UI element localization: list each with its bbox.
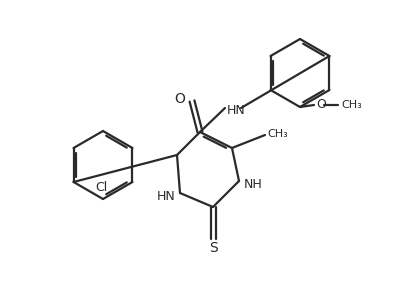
Text: CH₃: CH₃: [267, 129, 288, 139]
Text: O: O: [174, 92, 185, 106]
Text: HN: HN: [156, 191, 175, 204]
Text: S: S: [209, 241, 218, 255]
Text: NH: NH: [244, 179, 263, 191]
Text: Cl: Cl: [95, 181, 107, 194]
Text: CH₃: CH₃: [341, 100, 362, 110]
Text: O: O: [316, 99, 326, 112]
Text: HN: HN: [227, 103, 246, 116]
